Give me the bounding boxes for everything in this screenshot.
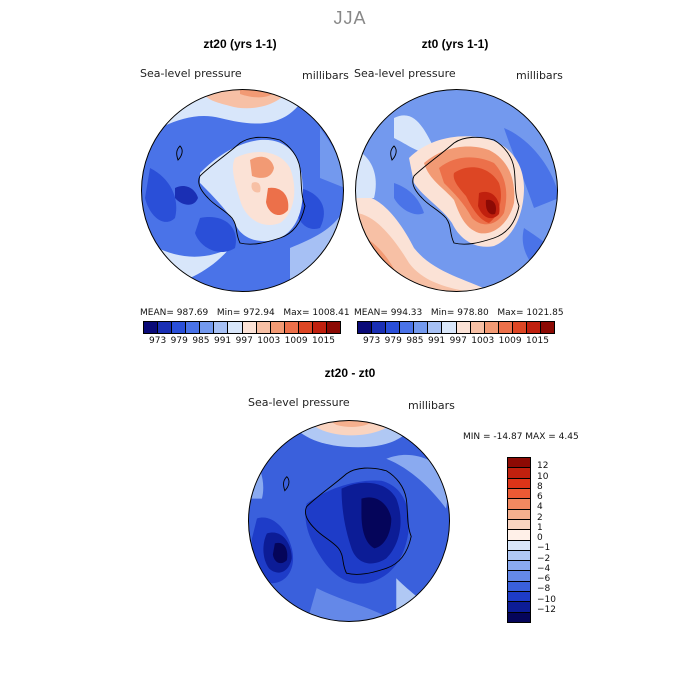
- colorbar-tick-label: 979: [170, 336, 188, 346]
- colorbar-tick-label: 1009: [284, 336, 308, 346]
- colorbar-swatch: [508, 509, 530, 520]
- figure-title: JJA: [333, 8, 367, 28]
- colorbar-swatch: [498, 322, 513, 333]
- colorbar-swatch: [508, 550, 530, 562]
- colorbar-swatch: [442, 322, 457, 333]
- colorbar-swatch: [541, 322, 555, 333]
- colorbar-swatch: [508, 571, 530, 582]
- colorbar-tick-label: 985: [406, 336, 424, 346]
- colorbar-tick-label: 10: [537, 471, 549, 482]
- colorbar-tick-label: 991: [213, 336, 232, 346]
- panel-title-zt0: zt0 (yrs 1-1): [421, 37, 489, 51]
- colorbar-swatch: [508, 581, 530, 593]
- colorbar-swatch: [298, 322, 313, 333]
- colorbar-tick-label: 0: [537, 533, 543, 543]
- colorbar-swatch: [508, 530, 530, 541]
- panel-units-diff: millibars: [408, 399, 455, 412]
- colorbar-tick-label: 12: [537, 461, 549, 472]
- colorbar-swatch: [508, 612, 530, 622]
- colorbar-swatch: [508, 519, 530, 531]
- colorbar-swatch: [526, 322, 542, 333]
- colorbar-swatch: [358, 322, 373, 333]
- colorbar-zt20: 973 979 985 991 997 1003 1009 1015: [143, 321, 341, 346]
- panel-variable-zt20: Sea-level pressure: [140, 67, 242, 80]
- colorbar-swatch: [508, 499, 530, 510]
- panel-stats-zt0: MEAN= 994.33 Min= 978.80 Max= 1021.85: [354, 308, 564, 318]
- colorbar-tick-label: 8: [537, 481, 543, 492]
- colorbar-tick-label: 6: [537, 492, 543, 502]
- colorbar-tick-label: −10: [537, 594, 556, 605]
- colorbar-swatch: [512, 322, 527, 333]
- colorbar-tick-label: 1003: [257, 336, 281, 346]
- colorbar-swatch: [158, 322, 173, 333]
- panel-title-zt20: zt20 (yrs 1-1): [203, 37, 277, 51]
- colorbar-swatch: [508, 478, 530, 489]
- panel-title-diff: zt20 - zt0: [324, 366, 376, 380]
- panel-variable-diff: Sea-level pressure: [248, 396, 350, 409]
- colorbar-swatch: [214, 322, 229, 333]
- colorbar-tick-label: 979: [384, 336, 402, 346]
- colorbar-tick-label: 1009: [498, 336, 522, 346]
- colorbar-swatch: [508, 561, 530, 572]
- colorbar-tick-label: 4: [537, 502, 543, 513]
- colorbar-tick-label: −1: [537, 543, 551, 554]
- colorbar-tick-label: 1015: [526, 336, 549, 346]
- colorbar-swatch: [386, 322, 401, 333]
- panel-stats-diff: MIN = -14.87 MAX = 4.45: [463, 432, 579, 442]
- colorbar-tick-label: −12: [537, 604, 556, 615]
- colorbar-tick-label: 1015: [312, 336, 335, 346]
- panel-units-zt20: millibars: [302, 69, 349, 82]
- colorbar-swatch: [144, 322, 159, 333]
- colorbar-swatch: [372, 322, 387, 333]
- colorbar-tick-label: −8: [537, 584, 551, 595]
- colorbar-swatch: [284, 322, 299, 333]
- colorbar-tick-label: 985: [192, 336, 210, 346]
- colorbar-swatch: [470, 322, 485, 333]
- colorbar-tick-label: 1: [537, 522, 543, 533]
- colorbar-tick-label: 1003: [471, 336, 495, 346]
- colorbar-swatch: [508, 468, 530, 479]
- colorbar-swatch: [414, 322, 429, 333]
- colorbar-swatch: [200, 322, 215, 333]
- colorbar-tick-label: −2: [537, 553, 551, 564]
- colorbar-swatch: [456, 322, 471, 333]
- colorbar-swatch: [242, 322, 257, 333]
- colorbar-tick-label: 973: [363, 336, 381, 346]
- colorbar-swatch: [327, 322, 341, 333]
- colorbar-swatch: [428, 322, 443, 333]
- panel-units-zt0: millibars: [516, 69, 563, 82]
- colorbar-swatch: [186, 322, 201, 333]
- colorbar-tick-label: 991: [427, 336, 446, 346]
- panel-variable-zt0: Sea-level pressure: [354, 67, 456, 80]
- polar-map-zt0: [355, 89, 558, 292]
- colorbar-diff: 12 10 8 6 4 2 1 0 −1 −2 −4 −6 −8 −10 −12: [507, 457, 587, 623]
- colorbar-swatch: [508, 488, 530, 500]
- colorbar-zt0: 973 979 985 991 997 1003 1009 1015: [357, 321, 555, 346]
- colorbar-tick-label: 997: [235, 336, 253, 346]
- polar-map-zt20: [141, 89, 344, 292]
- colorbar-swatch: [312, 322, 328, 333]
- colorbar-swatch: [228, 322, 243, 333]
- colorbar-swatch: [172, 322, 187, 333]
- colorbar-swatch: [256, 322, 271, 333]
- colorbar-tick-label: 2: [537, 512, 543, 523]
- colorbar-swatch: [508, 540, 530, 551]
- colorbar-tick-label: −4: [537, 563, 551, 574]
- colorbar-tick-label: 973: [149, 336, 167, 346]
- colorbar-tick-label: 997: [449, 336, 467, 346]
- polar-map-diff: [247, 419, 451, 623]
- colorbar-swatch: [484, 322, 499, 333]
- colorbar-swatch: [270, 322, 285, 333]
- colorbar-swatch: [508, 592, 530, 603]
- colorbar-tick-label: −6: [537, 574, 551, 584]
- colorbar-swatch: [508, 602, 530, 613]
- colorbar-swatch: [508, 458, 530, 469]
- panel-stats-zt20: MEAN= 987.69 Min= 972.94 Max= 1008.41: [140, 308, 350, 318]
- colorbar-swatch: [400, 322, 415, 333]
